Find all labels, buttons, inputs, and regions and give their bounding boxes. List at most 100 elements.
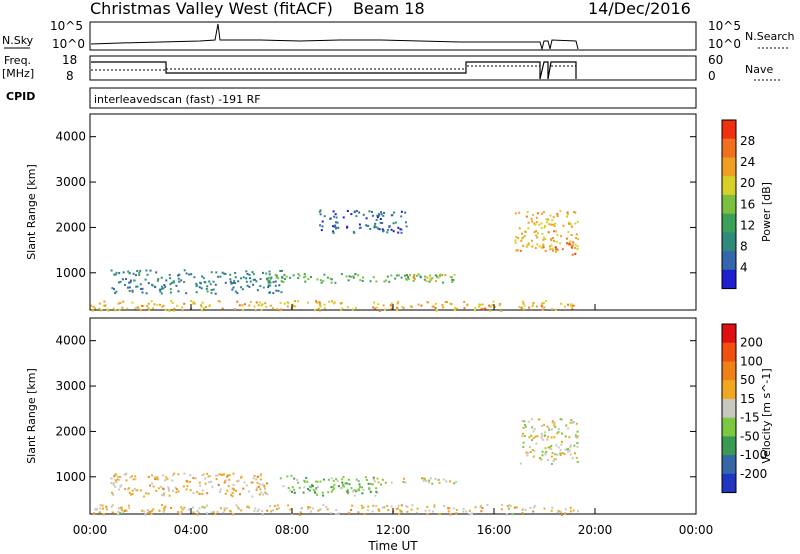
data-cell-region-0 [521, 300, 524, 303]
data-cell-region-0 [441, 304, 444, 306]
data-cell-region-4 [362, 213, 365, 216]
data-cell-region-1 [139, 283, 142, 286]
data-cell-region-2 [292, 274, 295, 277]
data-cell-region-0 [192, 506, 194, 509]
data-cell-region-0 [480, 510, 483, 513]
data-cell-region-0 [545, 300, 548, 302]
data-cell-region-4 [332, 225, 334, 228]
data-cell-region-3 [429, 277, 432, 280]
data-cell-region-4 [556, 453, 559, 456]
data-cell-region-2 [345, 482, 348, 485]
data-cell-region-0 [409, 305, 412, 308]
data-cell-region-0 [206, 504, 208, 507]
data-cell-region-0 [171, 301, 174, 304]
data-cell-region-6 [572, 241, 575, 244]
data-cell-region-1 [279, 270, 282, 272]
data-cell-region-0 [291, 303, 294, 306]
data-cell-region-5 [535, 234, 538, 237]
data-cell-region-0 [521, 508, 524, 511]
data-cell-region-2 [407, 278, 410, 280]
data-cell-region-0 [193, 302, 196, 305]
data-cell-region-3 [428, 479, 431, 482]
data-cell-region-0 [99, 504, 102, 507]
data-cell-region-1 [149, 269, 152, 272]
nsky-label: N.Sky [2, 34, 34, 47]
data-cell-region-0 [248, 506, 251, 509]
data-cell-region-1 [198, 286, 201, 289]
data-cell-region-1 [224, 492, 227, 495]
data-cell-region-0 [121, 306, 124, 309]
data-cell-region-1 [226, 489, 229, 492]
data-cell-region-2 [337, 485, 340, 488]
data-cell-region-2 [394, 277, 397, 280]
data-cell-region-0 [522, 302, 525, 305]
data-cell-region-2 [267, 276, 270, 279]
data-cell-region-0 [238, 304, 241, 307]
data-cell-region-0 [428, 509, 431, 512]
data-cell-region-3 [413, 277, 416, 280]
data-cell-region-5 [553, 223, 555, 226]
data-cell-region-1 [169, 288, 172, 291]
data-cell-region-1 [234, 272, 237, 274]
data-cell-region-4 [528, 446, 531, 448]
data-cell-region-1 [223, 473, 225, 476]
data-cell-region-1 [274, 284, 277, 287]
data-cell-region-0 [551, 506, 554, 509]
data-cell-region-1 [199, 484, 202, 487]
data-cell-region-0 [163, 506, 166, 509]
data-cell-region-0 [317, 307, 320, 310]
data-cell-region-0 [455, 509, 458, 511]
data-cell-region-0 [468, 513, 471, 516]
data-cell-region-0 [400, 504, 403, 507]
data-cell-region-0 [426, 301, 429, 304]
data-cell-region-0 [287, 504, 290, 507]
data-cell-region-0 [402, 307, 405, 310]
data-cell-region-4 [576, 445, 579, 448]
data-cell-region-2 [333, 487, 336, 490]
data-cell-region-0 [488, 304, 491, 307]
data-cell-region-1 [272, 292, 275, 295]
data-cell-region-0 [201, 505, 204, 508]
data-cell-region-2 [298, 486, 301, 489]
nsearch-tick-bottom: 10^0 [708, 37, 741, 51]
data-cell-region-1 [245, 270, 248, 273]
colorbar-tick-label: 100 [740, 354, 763, 368]
data-cell-region-0 [564, 508, 567, 511]
data-cell-region-0 [383, 308, 386, 311]
data-cell-region-5 [533, 231, 536, 234]
data-cell-region-4 [375, 226, 378, 229]
data-cell-region-0 [455, 307, 458, 310]
data-cell-region-1 [232, 286, 235, 289]
data-cell-region-1 [250, 481, 253, 484]
data-cell-region-4 [573, 421, 575, 424]
data-cell-region-2 [375, 280, 378, 283]
data-cell-region-2 [316, 278, 319, 281]
data-cell-region-1 [228, 474, 231, 477]
data-cell-region-1 [246, 272, 249, 275]
data-cell-region-4 [358, 223, 361, 226]
data-cell-region-5 [517, 236, 520, 239]
data-cell-region-5 [515, 249, 518, 252]
data-cell-region-5 [530, 217, 533, 220]
data-cell-region-0 [532, 304, 535, 307]
data-cell-region-2 [330, 477, 333, 480]
y-tick-label: 1000 [55, 470, 86, 484]
data-cell-region-4 [553, 458, 556, 461]
data-cell-region-4 [530, 434, 533, 437]
data-cell-region-0 [120, 509, 123, 511]
data-cell-region-5 [552, 249, 555, 252]
data-cell-region-4 [323, 215, 326, 218]
data-cell-region-0 [351, 308, 354, 311]
data-cell-region-1 [200, 287, 203, 290]
data-cell-region-0 [481, 303, 484, 306]
data-cell-region-0 [542, 301, 545, 304]
data-cell-region-1 [113, 273, 116, 276]
data-cell-region-0 [477, 305, 480, 308]
data-cell-region-5 [531, 239, 533, 242]
data-cell-region-2 [315, 487, 318, 490]
data-cell-region-2 [304, 280, 307, 283]
data-cell-region-5 [531, 245, 534, 248]
data-cell-region-1 [114, 485, 117, 488]
data-cell-region-5 [556, 215, 559, 217]
